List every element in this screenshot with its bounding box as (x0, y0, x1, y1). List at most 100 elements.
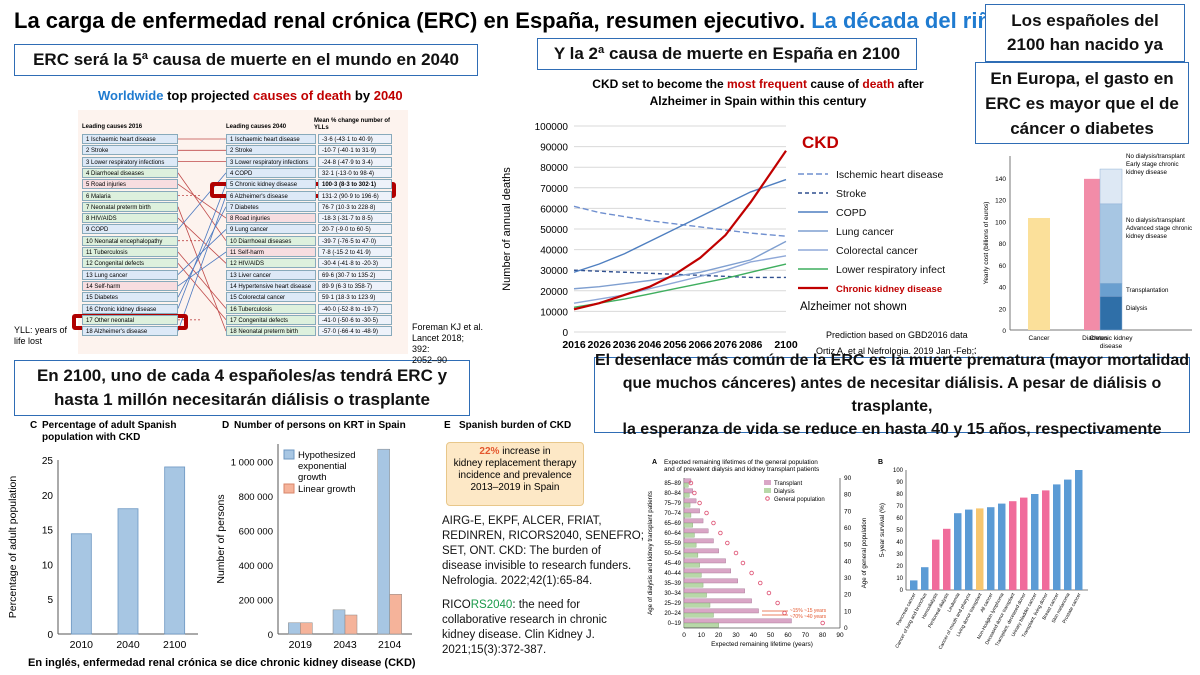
airg-ref-line1: AIRG-E, EKPF, ALCER, FRIAT, (442, 515, 602, 527)
mid-rank-item: 18 Neonatal preterm birth (226, 326, 316, 337)
y-tick-label: 80 (896, 492, 903, 498)
ckd-percent-bar (117, 508, 139, 635)
y-tick-label: 1 000 000 (231, 457, 273, 468)
krt-box-l1: increase in (499, 446, 551, 457)
callout-fifth-cause-text: ERC será la 5ª causa de muerte en el mun… (33, 50, 459, 69)
series-line (573, 150, 787, 311)
transplant-bar (683, 508, 700, 514)
mid-rank-item: 7 Diabetes (226, 201, 316, 212)
survival-bar (987, 507, 995, 590)
y-tick-label: 200 000 (239, 595, 273, 606)
mid-rank-item: 6 Alzheimer's disease (226, 190, 316, 201)
callout-europe-line3: cáncer o diabetes (1010, 118, 1154, 138)
mid-rank-item: 1 Ischaemic heart disease (226, 134, 316, 144)
x-tick-label: 80 (819, 632, 827, 639)
y-tick-label: 20–24 (664, 611, 681, 617)
dialysis-bar (683, 622, 719, 628)
legend-label: Chronic kidney disease (836, 284, 942, 295)
dialysis-bar (683, 532, 695, 538)
general-pop-point (766, 590, 772, 596)
callout-premature: El desenlace más común de la ERC es la m… (594, 352, 1190, 438)
change-item: 131·2 (90·9 to 196·6) (318, 190, 392, 201)
legend-label: Lung cancer (836, 226, 894, 238)
y-tick-label: 0–19 (668, 621, 682, 627)
dialysis-bar (683, 502, 691, 508)
x-axis-label: Expected remaining lifetime (years) (711, 641, 813, 648)
mid-rank-item: 5 Chronic kidney disease (226, 179, 316, 190)
general-pop-point (820, 620, 825, 626)
callout-one-in-four-line2: hasta 1 millón necesitarán diálisis o tr… (53, 390, 431, 409)
foreman-ref: Foreman KJ et al. Lancet 2018; 392: 2052… (412, 322, 484, 366)
transplant-bar (683, 608, 759, 614)
y-tick-label: 60 (999, 263, 1007, 270)
x-tick-label: 2104 (378, 639, 402, 651)
transplant-bar (683, 538, 714, 544)
spain-title-c: cause of (807, 77, 863, 91)
lifetime-chart: A Expected remaining lifetimes of the gen… (647, 459, 868, 648)
x-tick-label: 30 (732, 632, 740, 639)
right-tick-label: 0 (844, 625, 848, 632)
krt-bar (389, 594, 402, 635)
left-rank-item: 10 Neonatal encephalopathy (82, 235, 178, 246)
worldwide-figure: Worldwide top projected causes of death … (14, 84, 484, 365)
general-pop-point (704, 510, 709, 516)
right-tick-label: 90 (844, 475, 852, 482)
y-tick-label: 20000 (540, 287, 568, 298)
y-tick-label: 100 (893, 468, 904, 474)
left-rank-item: 16 Chronic kidney disease (82, 303, 178, 314)
change-item: 59·1 (18·3 to 123·9) (318, 292, 392, 303)
panel-title: Number of persons on KRT in Spain (234, 420, 406, 431)
x-tick-label: disease (1100, 343, 1123, 350)
segment-label: kidney disease (1126, 169, 1167, 176)
panel-title-line2: and of prevalent dialysis and kidney tra… (664, 466, 819, 473)
general-pop-point (692, 490, 697, 496)
general-pop-point (740, 560, 746, 566)
y-axis-label: Number of persons (215, 494, 227, 583)
left-rank-item: 6 Malaria (82, 190, 178, 201)
transplant-bar (683, 518, 704, 524)
survival-bar (921, 567, 929, 590)
krt-pct: 22% (479, 446, 500, 457)
y-tick-label: 70 (896, 504, 903, 510)
change-item: 20·7 (-9·0 to 60·5) (318, 224, 392, 235)
spain-title-e: after (894, 77, 924, 91)
rank-link (177, 206, 227, 298)
col-mid-header: Leading causes 2040 (226, 124, 287, 130)
krt-box-line3: incidence and prevalence (458, 470, 572, 481)
change-item: 7·8 (-15·2 to 41·9) (318, 247, 392, 257)
y-tick-label: 100000 (535, 122, 569, 133)
y-tick-label: 75–79 (664, 501, 681, 507)
general-pop-point (697, 500, 702, 506)
x-tick-label: 10 (698, 632, 706, 639)
dialysis-bar (683, 482, 689, 488)
transplant-bar (683, 588, 745, 594)
dialysis-bar (683, 552, 699, 558)
mid-rank-item: 4 COPD (226, 167, 316, 178)
y-tick-label: 20 (896, 564, 903, 570)
mid-rank-item: 12 HIV/AIDS (226, 258, 316, 269)
y-tick-label: 50 (896, 528, 903, 534)
survival-bar (1020, 497, 1028, 590)
general-pop-point (733, 550, 739, 556)
change-item: -41·0 (-50·6 to -30·5) (318, 314, 392, 325)
change-item: 89·9 (6·3 to 358·7) (318, 280, 392, 291)
right-tick-label: 60 (844, 525, 852, 532)
x-tick-label: 60 (784, 632, 792, 639)
cost-bar (1028, 217, 1050, 330)
rank-link (177, 263, 227, 321)
transplant-bar (683, 488, 693, 494)
panel-letter: D (222, 420, 229, 431)
callout-premature-line2: que muchos cánceres) antes de necesitar … (622, 375, 1162, 415)
x-tick-label: Chronic kidney (1090, 335, 1134, 342)
krt-increase-box: 22% increase in kidney replacement thera… (446, 442, 584, 506)
panel-d-chart: D Number of persons on KRT in Spain 0 200 0… (215, 420, 412, 651)
cost-stack-segment (1099, 282, 1123, 297)
y-tick-label: 40–44 (664, 571, 681, 577)
mid-rank-item: 10 Diarrhoeal diseases (226, 235, 316, 246)
mid-rank-item: 2 Stroke (226, 145, 316, 156)
y-tick-label: 80 (999, 241, 1007, 248)
left-rank-item: 2 Stroke (82, 145, 178, 156)
x-tick-label: 0 (682, 632, 686, 639)
survival-bar (1009, 501, 1017, 590)
